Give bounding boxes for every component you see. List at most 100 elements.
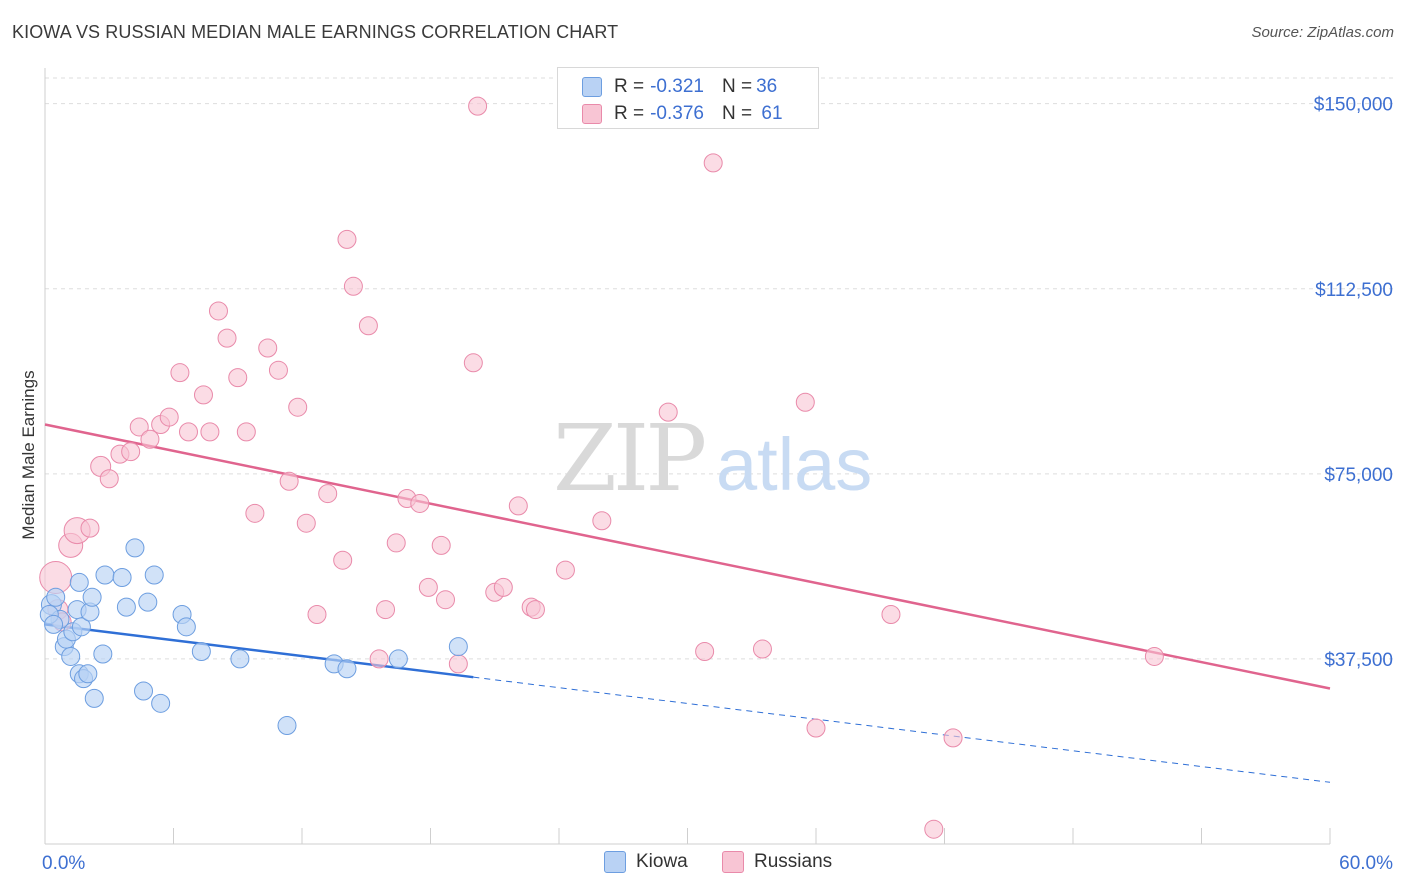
legend-russians-label: Russians bbox=[754, 851, 833, 872]
kiowa-point bbox=[84, 688, 104, 708]
kiowa-point bbox=[277, 716, 297, 736]
x-tick-label: 60.0% bbox=[1339, 853, 1393, 874]
legend-russians-swatch bbox=[722, 851, 744, 873]
russians-point bbox=[468, 96, 488, 116]
kiowa-point bbox=[134, 681, 154, 701]
russians-point bbox=[318, 484, 338, 504]
russians-point bbox=[463, 353, 483, 373]
russians-points bbox=[39, 96, 1164, 839]
kiowa-point bbox=[61, 646, 81, 666]
russians-point bbox=[99, 469, 119, 489]
russians-point bbox=[703, 153, 723, 173]
trend-kiowa bbox=[44, 623, 1331, 783]
kiowa-point bbox=[191, 642, 211, 662]
russians-r-value: -0.376 bbox=[650, 103, 704, 124]
russians-point bbox=[80, 518, 100, 538]
russians-point bbox=[658, 402, 678, 422]
kiowa-point bbox=[93, 644, 113, 664]
russians-point bbox=[245, 503, 265, 523]
chart-title: KIOWA VS RUSSIAN MEDIAN MALE EARNINGS CO… bbox=[12, 22, 619, 42]
russians-point bbox=[217, 328, 237, 348]
kiowa-r-label: R = bbox=[614, 76, 645, 97]
kiowa-point bbox=[125, 538, 145, 558]
russians-point bbox=[795, 392, 815, 412]
russians-point bbox=[279, 471, 299, 491]
y-axis-label: Median Male Earnings bbox=[19, 370, 38, 539]
kiowa-n-label: N = bbox=[721, 76, 753, 97]
russians-point bbox=[200, 422, 220, 442]
russians-point bbox=[121, 442, 141, 462]
russians-swatch bbox=[582, 104, 602, 124]
russians-point bbox=[435, 590, 455, 610]
legend-item-kiowa[interactable]: Kiowa bbox=[604, 851, 688, 873]
russians-point bbox=[410, 493, 430, 513]
y-tick-label: $75,000 bbox=[1324, 465, 1393, 486]
x-tick-label: 0.0% bbox=[42, 853, 85, 874]
legend-item-russians[interactable]: Russians bbox=[722, 851, 832, 873]
russians-point bbox=[431, 535, 451, 555]
kiowa-point bbox=[337, 659, 357, 679]
russians-point bbox=[307, 605, 327, 624]
kiowa-point bbox=[44, 614, 64, 634]
watermark: ZIP atlas bbox=[553, 405, 872, 512]
russians-point bbox=[943, 728, 963, 748]
kiowa-point bbox=[112, 567, 132, 587]
x-tick-labels: 0.0% 60.0% bbox=[42, 853, 1393, 874]
russians-n-label: N = bbox=[721, 103, 753, 124]
russians-point bbox=[170, 363, 190, 383]
kiowa-point bbox=[82, 587, 102, 607]
russians-point bbox=[376, 600, 396, 620]
kiowa-point bbox=[176, 617, 196, 637]
legend-row-kiowa: R = -0.321 N = 36 bbox=[582, 73, 777, 101]
russians-point bbox=[236, 422, 256, 442]
source-label: Source: ZipAtlas.com bbox=[1251, 24, 1394, 41]
kiowa-point bbox=[388, 649, 408, 669]
legend-kiowa-swatch bbox=[604, 851, 626, 873]
russians-point bbox=[1144, 646, 1164, 666]
kiowa-point bbox=[116, 597, 136, 617]
series-legend: Kiowa Russians bbox=[0, 851, 1406, 879]
axes bbox=[44, 68, 1331, 845]
russians-point bbox=[333, 550, 353, 570]
trend-russians bbox=[44, 423, 1331, 690]
russians-point bbox=[369, 649, 389, 669]
russians-point bbox=[881, 605, 901, 624]
kiowa-swatch bbox=[582, 77, 602, 97]
kiowa-trend-solid bbox=[44, 623, 474, 679]
kiowa-point bbox=[95, 565, 115, 585]
kiowa-point bbox=[46, 587, 66, 607]
correlation-legend: R = -0.321 N = 36 R = -0.376 N = 61 bbox=[557, 67, 819, 129]
legend-kiowa-label: Kiowa bbox=[636, 851, 688, 872]
russians-point bbox=[228, 368, 248, 388]
y-tick-label: $112,500 bbox=[1315, 280, 1393, 301]
kiowa-point bbox=[448, 637, 468, 657]
watermark-atlas: atlas bbox=[716, 423, 872, 506]
kiowa-r-value: -0.321 bbox=[650, 76, 704, 97]
russians-point bbox=[288, 397, 308, 417]
kiowa-n-value: 36 bbox=[756, 76, 778, 97]
russians-point bbox=[208, 301, 228, 321]
russians-point bbox=[343, 276, 363, 296]
kiowa-point bbox=[144, 565, 164, 585]
russians-point bbox=[178, 422, 198, 442]
russians-point bbox=[159, 407, 179, 427]
russians-point bbox=[695, 642, 715, 662]
russians-point bbox=[129, 417, 149, 437]
kiowa-point bbox=[78, 664, 98, 684]
russians-r-label: R = bbox=[614, 103, 645, 124]
russians-point bbox=[555, 560, 575, 580]
legend-row-russians: R = -0.376 N = 61 bbox=[582, 100, 783, 128]
russians-point bbox=[140, 429, 160, 449]
russians-point bbox=[592, 511, 612, 531]
kiowa-trend-dashed bbox=[473, 676, 1331, 783]
russians-point bbox=[386, 533, 406, 553]
russians-point bbox=[268, 360, 288, 380]
russians-point bbox=[493, 577, 513, 597]
y-tick-labels: $37,500 $75,000 $112,500 $150,000 bbox=[1314, 95, 1393, 671]
russians-point bbox=[258, 338, 278, 358]
kiowa-point bbox=[71, 617, 91, 637]
kiowa-points bbox=[39, 538, 468, 736]
russians-point bbox=[806, 718, 826, 738]
kiowa-point bbox=[151, 693, 171, 713]
russians-point bbox=[525, 600, 545, 620]
